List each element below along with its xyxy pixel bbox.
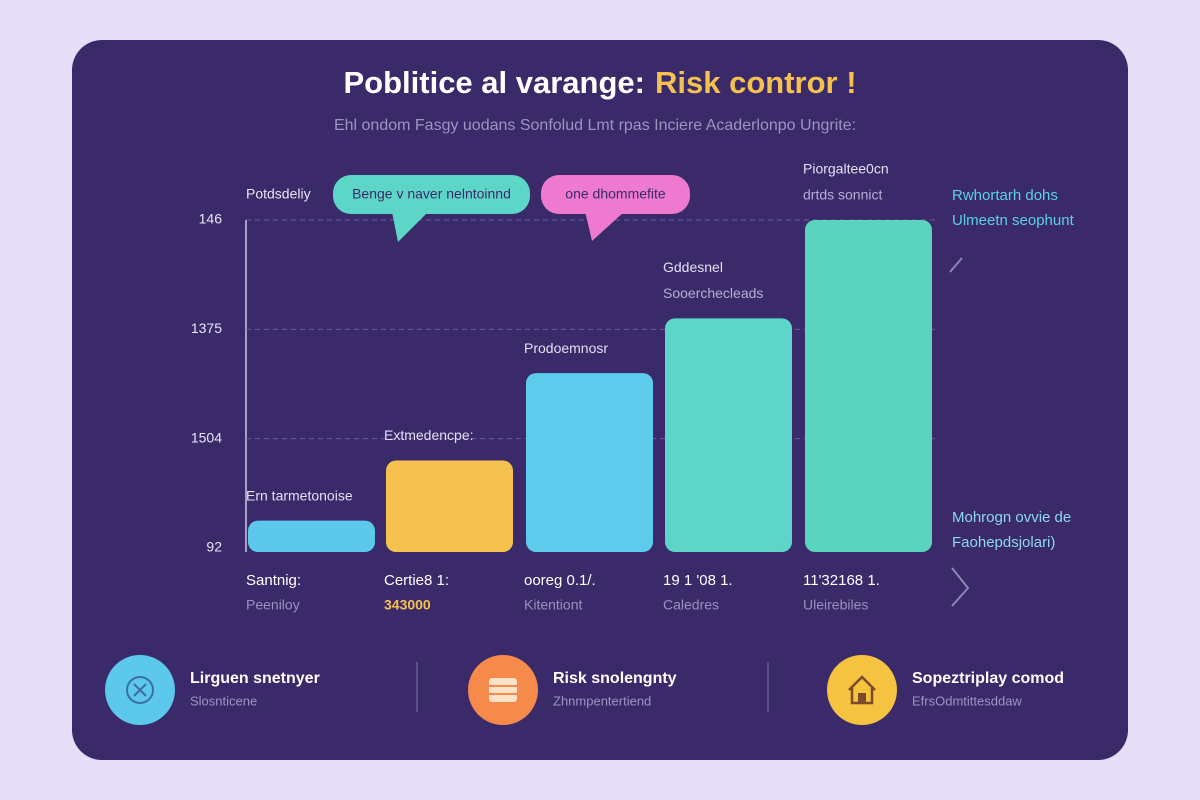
- bar: [248, 520, 375, 552]
- card-icon: [468, 655, 538, 725]
- bar-label: drtds sonnict: [803, 187, 882, 203]
- bar: [805, 220, 932, 552]
- bubble-text: one dhommefite: [565, 186, 666, 202]
- title-highlight: Risk contror !: [655, 65, 857, 100]
- bar-label: Prodoemnosr: [524, 340, 608, 356]
- card-title: Risk snolengnty: [553, 670, 677, 687]
- x-tick-label: Santnig:: [246, 572, 301, 589]
- y-tick-label: 1375: [191, 320, 222, 336]
- chevron: [949, 257, 963, 273]
- arrow: [951, 567, 970, 607]
- speech-bubble-tail: [585, 211, 625, 241]
- title: Poblitice al varange: Risk contror !: [343, 65, 856, 100]
- category-note: Peeniloy: [246, 597, 300, 613]
- bar-label: Gddesnel: [663, 259, 723, 275]
- bar-label: Extmedencpe:: [384, 427, 474, 443]
- y-axis-label: Potdsdeliy: [246, 186, 311, 202]
- category-note: Kitentiont: [524, 597, 582, 613]
- bar: [665, 318, 792, 552]
- bubble-text: Benge v naver nelntoinnd: [352, 186, 511, 202]
- bar-label: Ern tarmetonoise: [246, 487, 353, 503]
- speech-bubble: [541, 175, 690, 214]
- category-note: Caledres: [663, 597, 719, 613]
- speech-bubble: [333, 175, 530, 214]
- y-tick-label: 1504: [191, 429, 222, 445]
- x-tick-label: ooreg 0.1/.: [524, 572, 596, 589]
- speech-bubble-tail: [392, 212, 428, 242]
- bar-label: Piorgaltee0cn: [803, 161, 889, 177]
- side-note: Faohepdsjolari): [952, 534, 1055, 551]
- category-note: Uleirebiles: [803, 597, 868, 613]
- side-note: Mohrogn ovvie de: [952, 509, 1071, 526]
- card-title: Lirguen snetnyer: [190, 670, 320, 687]
- card-subtitle: Slosnticene: [190, 693, 257, 708]
- y-tick-label: 146: [199, 211, 223, 227]
- card-icon: [827, 655, 897, 725]
- bar: [526, 373, 653, 552]
- x-tick-label: Certie8 1:: [384, 572, 449, 589]
- title-main: Poblitice al varange:: [343, 65, 645, 100]
- bar: [386, 460, 513, 552]
- card-subtitle: EfrsOdmtittesddaw: [912, 693, 1022, 708]
- side-note: Ulmeetn seophunt: [952, 212, 1075, 229]
- bar-label: Sooerchecleads: [663, 285, 763, 301]
- subtitle: Ehl ondom Fasgy uodans Sonfolud Lmt rpas…: [334, 117, 856, 134]
- x-tick-label: 11'32168 1.: [803, 572, 880, 589]
- side-note: Rwhortarh dohs: [952, 187, 1058, 204]
- x-tick-label: 19 1 '08 1.: [663, 572, 733, 589]
- card-subtitle: Zhnmpentertiend: [553, 693, 651, 708]
- category-note: 343000: [384, 597, 431, 613]
- y-tick-label: 92: [206, 539, 222, 555]
- card-icon: [105, 655, 175, 725]
- card-title: Sopeztriplay comod: [912, 670, 1064, 687]
